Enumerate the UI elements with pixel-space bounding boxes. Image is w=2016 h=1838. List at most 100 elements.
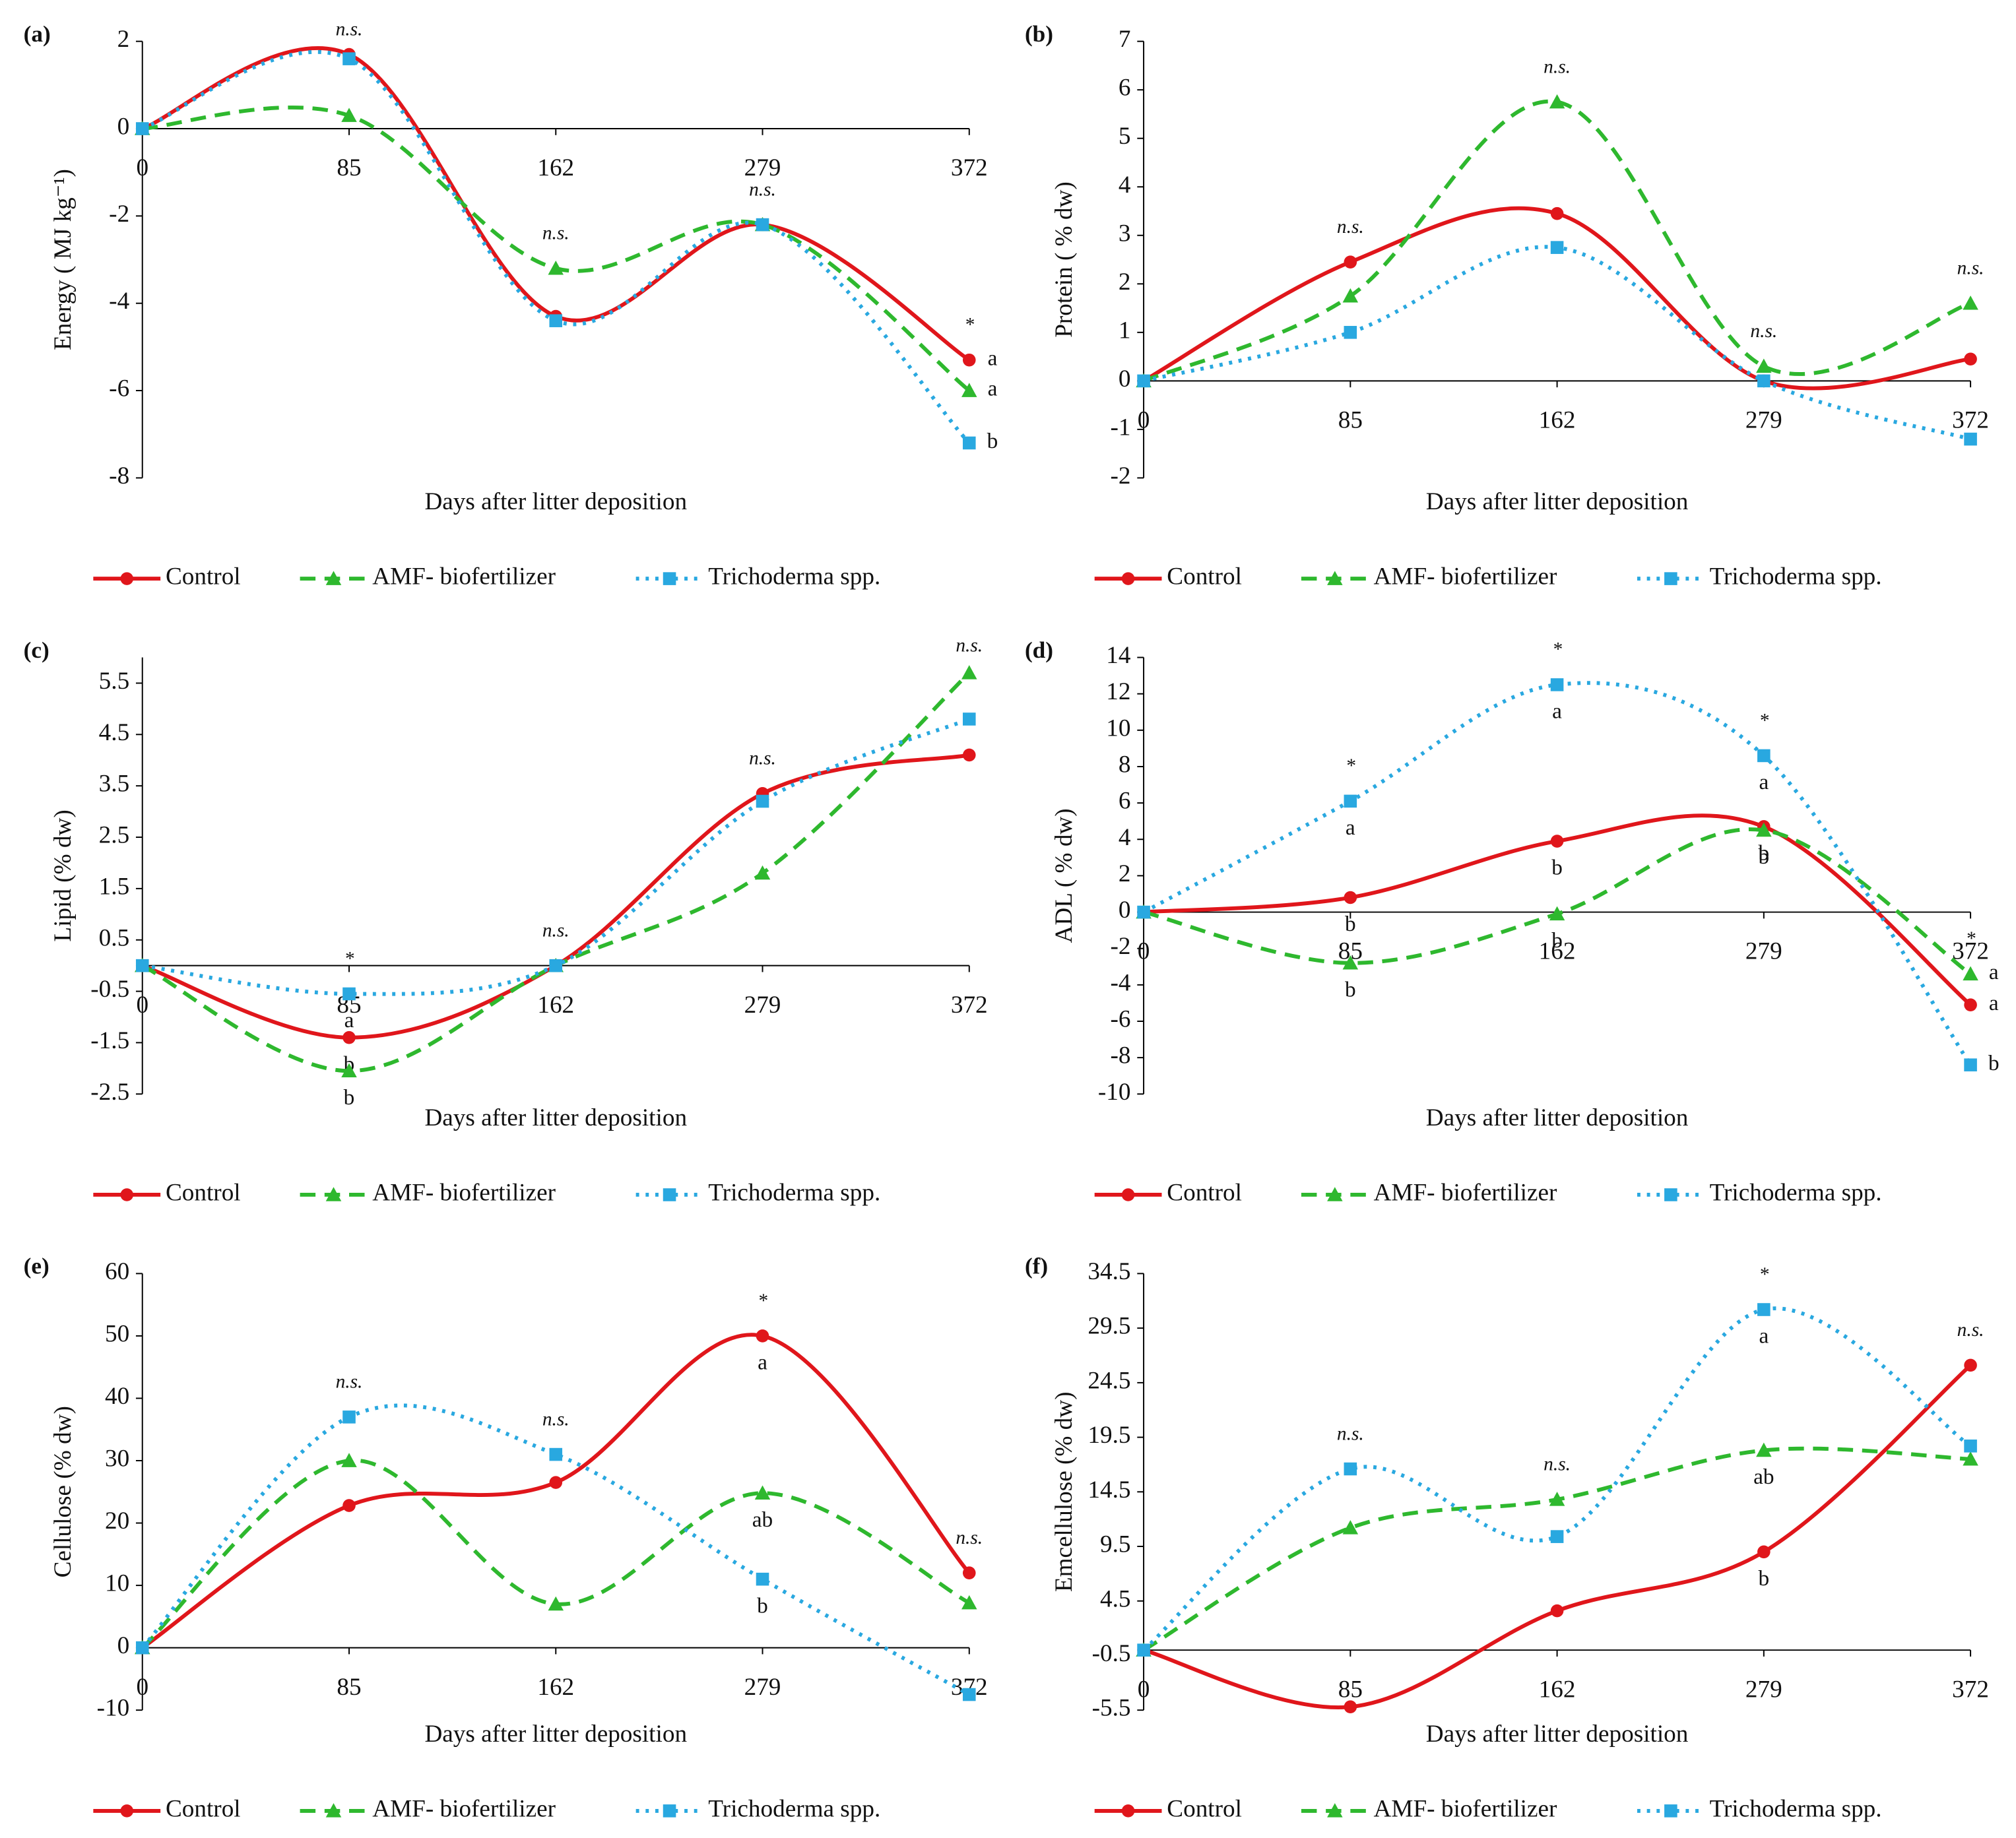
significance-letter: b <box>1759 844 1770 869</box>
marker <box>548 261 564 275</box>
x-tick-label: 279 <box>1745 938 1782 965</box>
y-tick-label: 1 <box>1119 317 1131 344</box>
y-tick-label: -1.5 <box>90 1027 129 1054</box>
x-tick-label: 279 <box>1745 407 1782 434</box>
significance-note: n.s. <box>1957 258 1984 279</box>
series-line <box>1142 206 1971 391</box>
legend-marker <box>663 572 676 585</box>
y-tick-label: -2 <box>1111 462 1131 490</box>
marker <box>341 108 357 122</box>
chart-panel: (c)-2.5-1.5-0.50.51.52.53.54.55.50 85 162 2… <box>24 635 988 1207</box>
chart-panel: (f) -5.5 -0.5 4.5 9.5 14.5 19.5 24.5 29.5 34.5 0 85… <box>1025 1253 1989 1823</box>
significance-note: * <box>1552 639 1562 660</box>
marker <box>341 1063 357 1078</box>
marker <box>1964 1440 1977 1453</box>
legend-label: Trichoderma spp. <box>1710 1795 1882 1822</box>
legend-marker <box>663 1804 676 1818</box>
marker <box>549 1447 563 1461</box>
significance-letter: b <box>1345 977 1356 1001</box>
x-axis-label: Days after litter deposition <box>424 1104 687 1131</box>
y-tick-label: 9.5 <box>1100 1531 1130 1558</box>
marker <box>135 1641 149 1655</box>
x-tick-label: 0 <box>136 992 148 1019</box>
y-tick-label: 6 <box>1119 75 1131 102</box>
marker <box>756 1572 769 1586</box>
marker <box>549 314 563 327</box>
significance-note: n.s. <box>1337 1423 1364 1444</box>
marker <box>1964 998 1977 1011</box>
series-line <box>141 1458 971 1649</box>
legend-label: Trichoderma spp. <box>1710 563 1882 590</box>
y-tick-label: -6 <box>109 375 129 402</box>
x-tick-label: 372 <box>951 992 988 1019</box>
significance-letter: a <box>1759 1324 1769 1348</box>
series-line <box>141 49 971 445</box>
panel-label: (b) <box>1025 21 1053 47</box>
marker <box>962 436 976 450</box>
y-tick-label: 0.5 <box>99 924 129 951</box>
marker <box>342 1030 356 1044</box>
panel-label: (a) <box>24 21 51 47</box>
significance-letter: b <box>1551 928 1563 953</box>
legend-label: AMF- biofertilizer <box>1374 563 1557 590</box>
marker <box>135 959 149 972</box>
y-tick-label: 4 <box>1119 172 1131 199</box>
legend-label: Control <box>166 563 241 590</box>
x-tick-label: 85 <box>337 1674 361 1701</box>
y-tick-label: 34.5 <box>1088 1258 1130 1285</box>
y-tick-label: -0.5 <box>90 976 129 1003</box>
marker <box>1757 374 1771 388</box>
x-tick-label: 0 <box>136 154 148 181</box>
significance-letter: a <box>1759 770 1769 794</box>
legend-label: AMF- biofertilizer <box>1374 1795 1557 1822</box>
significance-letter: b <box>1988 1051 2000 1075</box>
y-axis-label: Lipid (% dw) <box>49 809 77 941</box>
marker <box>1344 255 1357 269</box>
x-tick-label: 279 <box>744 992 781 1019</box>
significance-note: n.s. <box>749 748 776 769</box>
legend-marker <box>325 1187 342 1201</box>
series-line <box>1142 1306 1972 1652</box>
y-tick-label: 0 <box>117 113 130 141</box>
marker <box>1344 1700 1357 1714</box>
marker <box>1137 905 1150 919</box>
y-tick-label: -10 <box>97 1695 130 1722</box>
y-axis-label: Protein ( % dw) <box>1051 181 1078 338</box>
significance-note: n.s. <box>336 19 363 40</box>
marker <box>1757 1303 1771 1316</box>
y-tick-label: 2 <box>117 26 130 53</box>
y-tick-label: 4.5 <box>99 719 129 746</box>
significance-letter: ab <box>1753 1465 1774 1489</box>
significance-letter: a <box>988 346 998 370</box>
y-tick-label: -5.5 <box>1092 1695 1131 1722</box>
series-line <box>1142 681 1972 1066</box>
significance-letter: b <box>1759 841 1770 866</box>
x-tick-label: 162 <box>1539 1676 1576 1703</box>
series-line <box>141 1333 971 1650</box>
y-tick-label: -2.5 <box>90 1079 129 1106</box>
y-tick-label: 12 <box>1106 678 1130 705</box>
legend-label: Trichoderma spp. <box>1710 1180 1882 1207</box>
marker <box>756 218 769 232</box>
significance-letter: a <box>758 1350 767 1375</box>
legend-marker <box>120 572 134 585</box>
legend-marker <box>1664 1188 1677 1201</box>
legend-marker <box>1121 1804 1135 1818</box>
significance-note: n.s. <box>542 920 569 941</box>
significance-note: * <box>1346 755 1355 776</box>
significance-letter: a <box>1552 699 1562 724</box>
legend-marker <box>1121 572 1135 585</box>
y-tick-label: 0 <box>117 1632 130 1659</box>
marker <box>1756 358 1772 373</box>
marker <box>1549 906 1565 921</box>
x-tick-label: 162 <box>537 1674 574 1701</box>
y-tick-label: 2 <box>1119 860 1131 887</box>
legend-marker <box>1327 1187 1343 1201</box>
significance-note: n.s. <box>749 179 776 200</box>
y-tick-label: 30 <box>105 1445 129 1473</box>
x-axis-label: Days after litter deposition <box>424 488 687 515</box>
significance-letter: b <box>1551 856 1563 880</box>
series-line <box>141 1403 971 1697</box>
y-tick-label: 2.5 <box>99 822 129 849</box>
